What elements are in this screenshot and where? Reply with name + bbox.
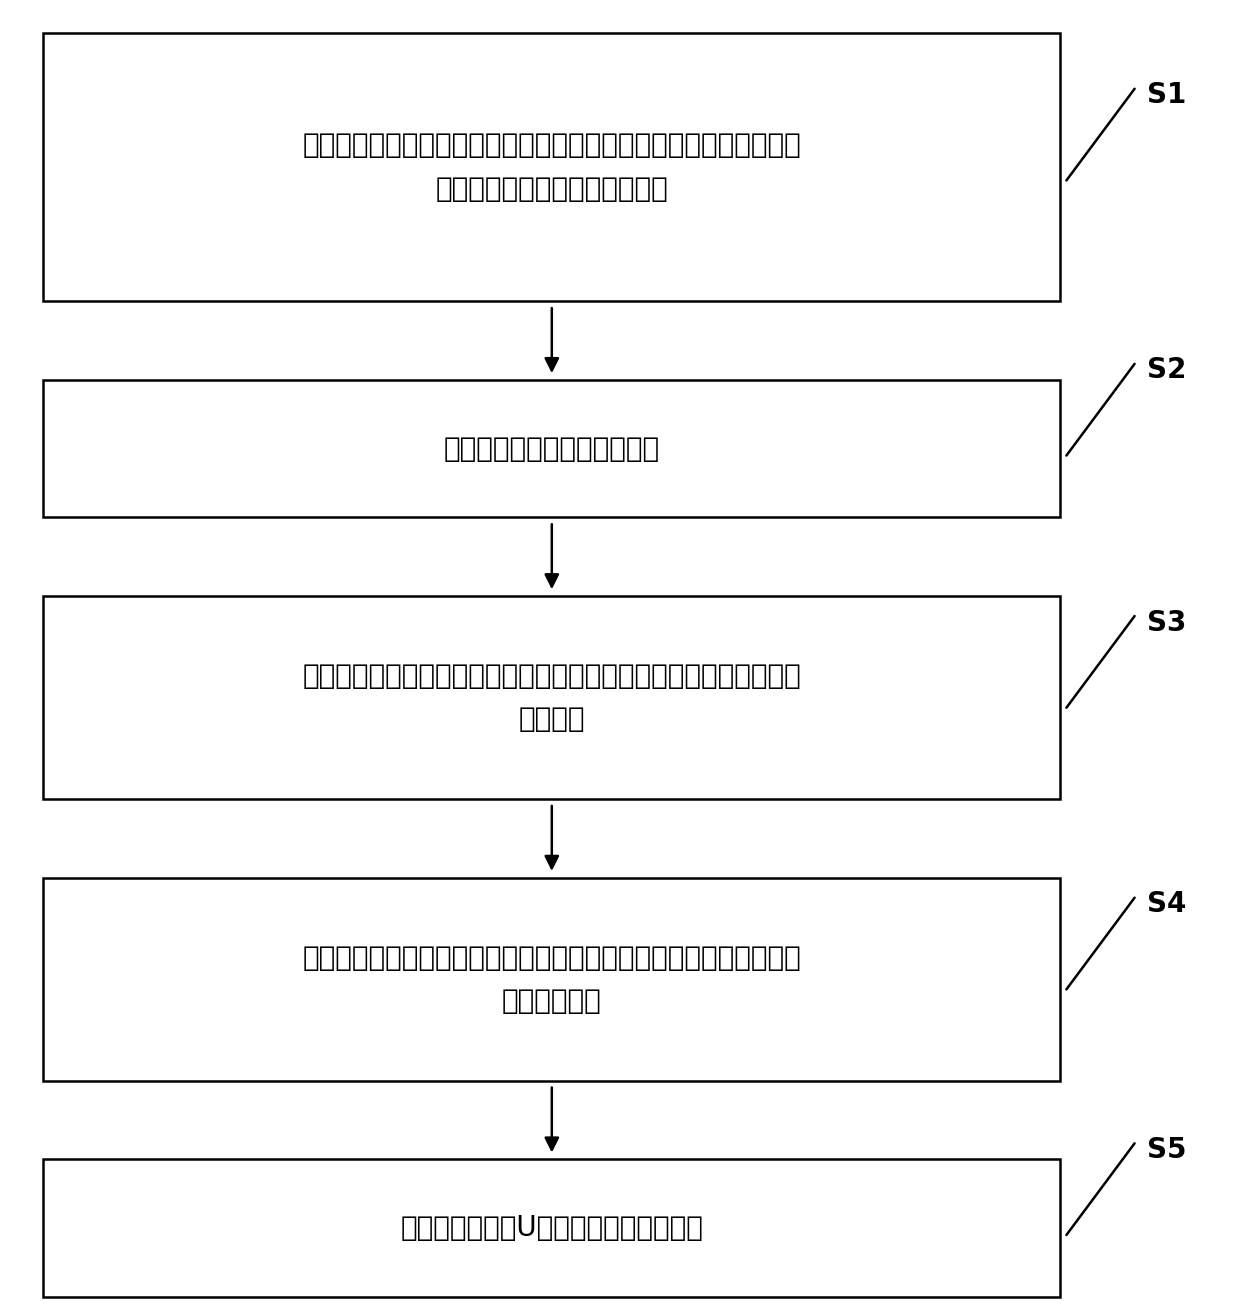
Text: 获取自平衡机器人的运动参数: 获取自平衡机器人的运动参数 bbox=[444, 435, 660, 462]
Text: 以速度误差作为速度鲁棒控制器和速度滑模控制器的输入信号并获取
期望角度: 以速度误差作为速度鲁棒控制器和速度滑模控制器的输入信号并获取 期望角度 bbox=[303, 662, 801, 734]
Text: S4: S4 bbox=[1147, 891, 1187, 918]
Bar bbox=[43, 878, 1060, 1081]
Text: S3: S3 bbox=[1147, 609, 1187, 637]
Text: S5: S5 bbox=[1147, 1136, 1187, 1163]
Bar bbox=[43, 380, 1060, 517]
Text: 以角度误差作为角度鲁棒控制器和角度滑模控制器的输入信号，由此
调节控制输出: 以角度误差作为角度鲁棒控制器和角度滑模控制器的输入信号，由此 调节控制输出 bbox=[303, 943, 801, 1015]
Text: 控制器输出电压U进而驱动电机系统运动: 控制器输出电压U进而驱动电机系统运动 bbox=[401, 1214, 703, 1242]
Bar bbox=[43, 596, 1060, 799]
Bar bbox=[43, 1159, 1060, 1297]
Text: S2: S2 bbox=[1147, 356, 1187, 384]
Text: S1: S1 bbox=[1147, 81, 1187, 109]
Text: 设置控制器且控制器至少包括角度鲁棒控制器、角度滑模控制器、速
度鲁棒控制器和速度滑模控制器: 设置控制器且控制器至少包括角度鲁棒控制器、角度滑模控制器、速 度鲁棒控制器和速度… bbox=[303, 131, 801, 203]
Bar bbox=[43, 33, 1060, 301]
